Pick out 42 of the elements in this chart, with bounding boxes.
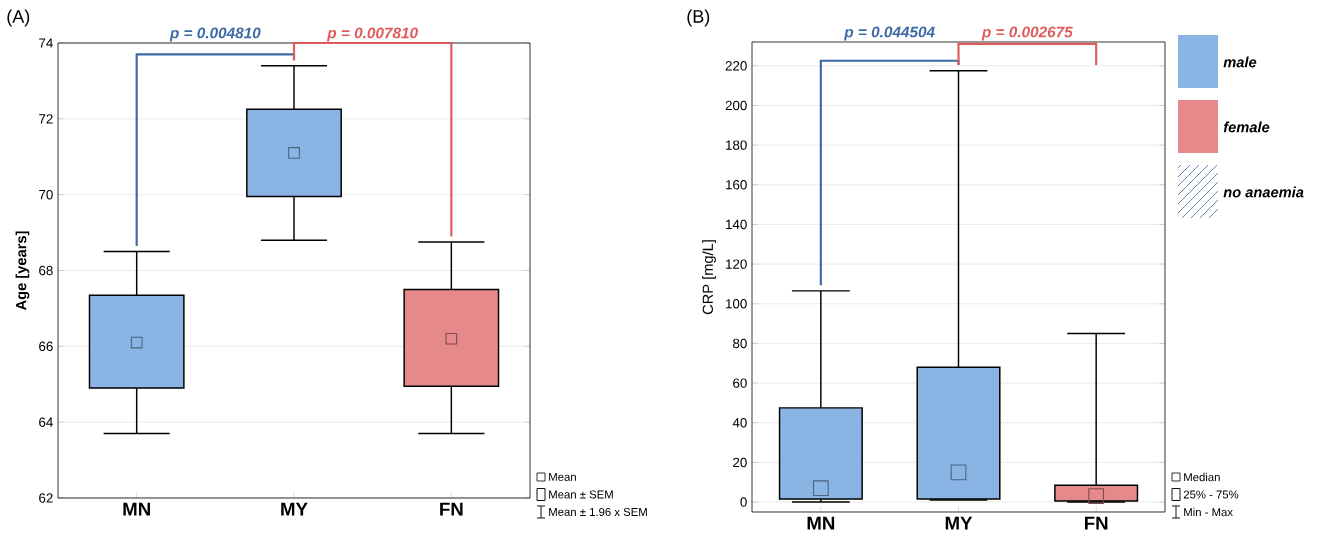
y-tick-label: 120 xyxy=(726,259,747,269)
text: p = 0.007810 xyxy=(326,27,418,42)
y-tick-label: 160 xyxy=(726,180,747,190)
chart-title: (B) xyxy=(687,9,710,27)
y-tick-label: 70 xyxy=(39,189,53,200)
text: p = 0.004810 xyxy=(169,27,261,42)
y-tick-label: 74 xyxy=(39,38,53,48)
y-tick-label: 62 xyxy=(39,493,53,503)
text: Mean xyxy=(549,473,576,481)
text: Mean ± SEM xyxy=(549,490,613,499)
text: Min - Max xyxy=(1184,507,1233,517)
y-axis-title: CRP [mg/L] xyxy=(702,240,716,315)
x-tick-label: MY xyxy=(281,502,308,516)
y-tick-label: 20 xyxy=(733,457,747,468)
y-tick-label: 72 xyxy=(39,114,53,124)
text: Median xyxy=(1184,472,1220,482)
text: male xyxy=(1223,56,1257,68)
y-tick-label: 64 xyxy=(39,417,53,427)
y-tick-label: 0 xyxy=(740,497,747,507)
y-tick-label: 220 xyxy=(725,61,747,71)
y-tick-label: 68 xyxy=(39,265,53,276)
x-tick-label: FN xyxy=(440,502,463,516)
x-tick-label: MN xyxy=(123,502,150,516)
y-tick-label: 180 xyxy=(726,140,747,150)
y-tick-label: 80 xyxy=(733,338,747,349)
y-tick-label: 66 xyxy=(39,341,53,352)
text: no anaemia xyxy=(1223,186,1304,198)
chart-title: (A) xyxy=(7,9,30,27)
text: 25% - 75% xyxy=(1183,490,1239,499)
text: p = 0.002675 xyxy=(981,26,1073,41)
y-tick-label: 140 xyxy=(726,219,747,230)
x-tick-label: MN xyxy=(807,516,835,530)
text: p = 0.044504 xyxy=(843,26,935,41)
y-tick-label: 200 xyxy=(725,100,747,111)
x-tick-label: MY xyxy=(945,516,973,530)
text: female xyxy=(1223,121,1270,133)
x-tick-label: FN xyxy=(1084,516,1108,530)
y-tick-label: 40 xyxy=(732,418,747,428)
y-tick-label: 60 xyxy=(733,378,747,388)
y-axis-title: Age [years] xyxy=(15,231,30,311)
text: Mean ± 1.96 x SEM xyxy=(549,507,647,516)
y-tick-label: 100 xyxy=(726,299,747,309)
